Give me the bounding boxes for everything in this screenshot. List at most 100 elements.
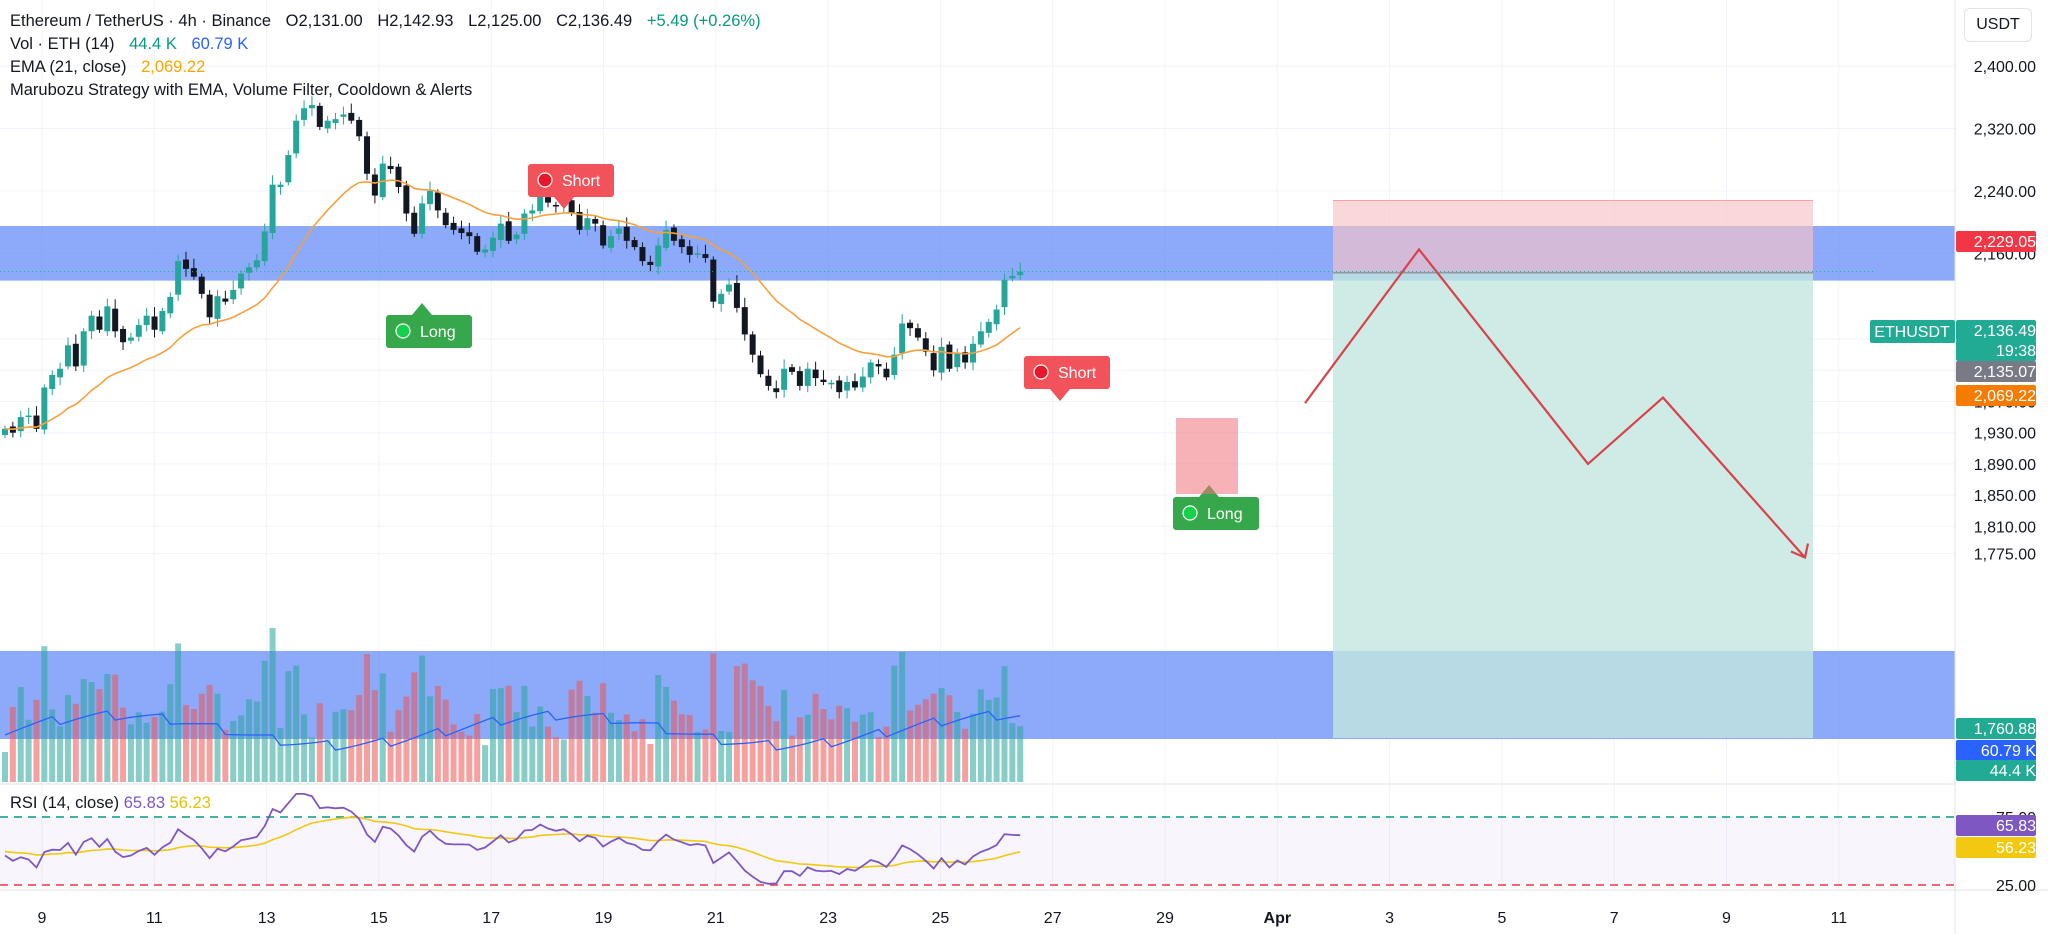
candle-body — [607, 236, 614, 248]
price-label-text: 2,135.07 — [1974, 364, 2036, 381]
candle-body — [324, 120, 331, 129]
candle-body — [238, 273, 245, 289]
candle-body — [348, 112, 355, 121]
candle-body — [277, 184, 284, 187]
candle-body — [678, 239, 685, 248]
candle-body — [387, 165, 394, 170]
candle-body — [269, 184, 276, 234]
candle-body — [796, 371, 803, 386]
candle-body — [922, 338, 929, 352]
volume-bar — [867, 712, 874, 782]
price-tick-label: 1,775.00 — [1974, 547, 2036, 564]
time-tick-label: 13 — [258, 910, 276, 927]
volume-bar — [238, 715, 245, 782]
close-value: C2,136.49 — [556, 12, 633, 30]
volume-bar — [639, 719, 646, 782]
rsi-legend[interactable]: RSI (14, close) 65.83 56.23 — [10, 794, 211, 813]
volume-bar — [25, 719, 32, 782]
volume-bar — [434, 686, 441, 782]
volume-bar — [749, 680, 756, 782]
candle-body — [647, 261, 654, 265]
volume-bar — [198, 693, 205, 782]
volume-bar — [828, 719, 835, 782]
time-tick-label: 11 — [146, 910, 163, 927]
candle-body — [127, 337, 134, 341]
volume-bar — [560, 739, 567, 782]
volume-bar — [686, 715, 693, 782]
candle-body — [891, 354, 898, 375]
currency-selector[interactable]: USDT — [1964, 8, 2032, 42]
candle-body — [49, 374, 56, 390]
volume-bar — [954, 712, 961, 782]
ema-legend-row[interactable]: EMA (21, close) 2,069.22 — [10, 56, 761, 79]
ohlc-row: Ethereum / TetherUS · 4h · Binance O2,13… — [10, 10, 761, 33]
volume-bar — [576, 680, 583, 782]
price-label-text: 60.79 K — [1981, 743, 2036, 760]
volume-bar — [151, 717, 158, 782]
signal-long-box — [1173, 497, 1259, 530]
candle-body — [749, 334, 756, 355]
time-tick-label: 7 — [1610, 910, 1619, 927]
volume-bar — [663, 687, 670, 782]
volume-bar — [938, 688, 945, 782]
volume-bar — [120, 707, 127, 782]
take-profit-area — [1333, 272, 1813, 738]
candle-body — [285, 155, 292, 183]
candle-body — [332, 119, 339, 124]
price-label-text: 1,760.88 — [1974, 721, 2036, 738]
candle-body — [112, 308, 119, 332]
candle-body — [859, 376, 866, 388]
price-label-tag — [1956, 320, 2036, 341]
volume-bar — [49, 709, 56, 782]
chart-legend: Ethereum / TetherUS · 4h · Binance O2,13… — [10, 10, 761, 102]
time-tick-label: 15 — [370, 910, 388, 927]
symbol-price-text: ETHUSDT — [1874, 324, 1950, 341]
volume-bar — [96, 689, 103, 782]
volume-bar — [781, 690, 788, 782]
volume-bar — [670, 700, 677, 782]
price-label-tag — [1956, 718, 2036, 739]
candle-body — [474, 236, 481, 252]
rsi-line — [4, 793, 1021, 885]
time-tick-label: 27 — [1044, 910, 1062, 927]
candle-body — [230, 289, 237, 300]
candle-body — [301, 108, 308, 120]
candle-body — [576, 211, 583, 230]
candle-body — [710, 259, 717, 302]
volume-bar — [214, 693, 221, 782]
candle-body — [167, 296, 174, 314]
candle-body — [458, 228, 465, 234]
volume-bar — [387, 731, 394, 782]
volume-bar — [371, 690, 378, 782]
candle-body — [57, 368, 64, 378]
strategy-legend-row[interactable]: Marubozu Strategy with EMA, Volume Filte… — [10, 79, 761, 102]
candle-body — [497, 223, 504, 241]
high-value: H2,142.93 — [377, 12, 454, 30]
volume-bar — [419, 655, 426, 782]
change-value: +5.49 (+0.26%) — [646, 12, 761, 30]
volume-bar — [584, 696, 591, 782]
symbol-title[interactable]: Ethereum / TetherUS · 4h · Binance — [10, 12, 272, 30]
volume-bar — [57, 726, 64, 782]
candle-body — [804, 368, 811, 386]
candle-body — [371, 174, 378, 196]
candle-body — [883, 368, 890, 378]
candle-body — [41, 387, 48, 430]
volume-bar — [552, 737, 559, 782]
highlight-box — [1176, 418, 1238, 494]
time-tick-label: 19 — [595, 910, 613, 927]
candle-body — [88, 315, 95, 332]
volume-bar — [537, 706, 544, 782]
candle-body — [25, 415, 32, 418]
price-label-text: 56.23 — [1996, 840, 2036, 857]
volume-bar — [914, 704, 921, 782]
signal-label: Long — [1207, 506, 1243, 523]
volume-bar — [741, 663, 748, 782]
volume-legend-row[interactable]: Vol · ETH (14) 44.4 K 60.79 K — [10, 33, 761, 56]
candle-body — [592, 218, 599, 224]
volume-bar — [41, 646, 48, 782]
time-tick-label: 29 — [1156, 910, 1174, 927]
candle-body — [663, 229, 670, 248]
price-label-tag — [1956, 815, 2036, 836]
